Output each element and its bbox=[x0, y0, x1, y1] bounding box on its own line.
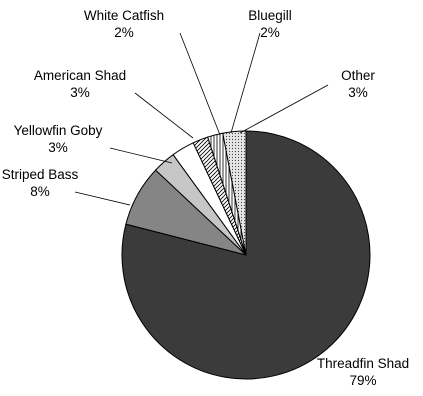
data-label: Threadfin Shad 79% bbox=[317, 356, 409, 388]
leader-line bbox=[179, 32, 221, 136]
slice-percent-label: 2% bbox=[114, 25, 134, 40]
leader-line bbox=[109, 147, 173, 164]
slice-percent-label: 3% bbox=[48, 140, 68, 155]
slice-name-label: Threadfin Shad bbox=[317, 356, 409, 371]
slice-name-label: Yellowfin Goby bbox=[14, 123, 103, 138]
leader-line bbox=[239, 84, 329, 134]
pie-slice-other bbox=[222, 130, 247, 256]
leader-line bbox=[74, 191, 131, 206]
data-label: Striped Bass 8% bbox=[2, 167, 79, 199]
data-label: Bluegill 2% bbox=[248, 8, 292, 40]
slice-name-label: American Shad bbox=[34, 68, 126, 83]
leader-line bbox=[230, 32, 261, 134]
slice-percent-label: 8% bbox=[30, 184, 50, 199]
data-label: White Catfish 2% bbox=[84, 8, 164, 40]
slice-percent-label: 3% bbox=[70, 85, 90, 100]
slice-name-label: White Catfish bbox=[84, 8, 164, 23]
data-label: Yellowfin Goby 3% bbox=[14, 123, 103, 155]
slice-name-label: Bluegill bbox=[248, 8, 292, 23]
slice-name-label: Other bbox=[341, 68, 375, 83]
data-label: Other 3% bbox=[341, 68, 375, 100]
leader-line bbox=[134, 92, 194, 139]
slice-percent-label: 2% bbox=[260, 25, 280, 40]
slice-percent-label: 79% bbox=[349, 373, 376, 388]
slice-name-label: Striped Bass bbox=[2, 167, 79, 182]
data-label: American Shad 3% bbox=[34, 68, 126, 100]
slice-percent-label: 3% bbox=[348, 85, 368, 100]
